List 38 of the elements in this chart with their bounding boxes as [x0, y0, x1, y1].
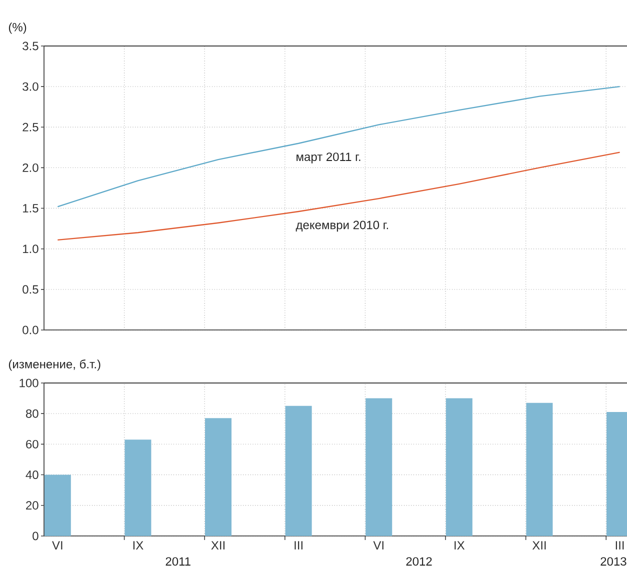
- text: 2011: [166, 557, 190, 566]
- series-label: декември 2010 г.: [296, 220, 388, 232]
- bar: [285, 406, 312, 536]
- line-series: [57, 86, 620, 208]
- y-tick-label: 1.5: [23, 204, 38, 212]
- x-tick-label: IX: [454, 541, 465, 550]
- x-tick-label: III: [294, 541, 302, 550]
- bar: [526, 402, 553, 536]
- y-tick-label: 60: [26, 440, 38, 448]
- text: 2013: [600, 557, 626, 566]
- y-tick-label: 0.5: [22, 285, 38, 294]
- y-tick-label: 100: [20, 378, 38, 388]
- y-tick-label: 2.0: [22, 163, 38, 172]
- y-tick-label: 40: [26, 470, 38, 480]
- bar: [124, 440, 152, 536]
- line-series: [57, 152, 620, 241]
- y-tick-label: 0.0: [22, 326, 38, 334]
- x-tick-label: IX: [133, 541, 144, 550]
- y-axis-title: (изменение, б.т.): [8, 360, 100, 371]
- y-tick-label: 0: [32, 532, 38, 540]
- bar: [446, 398, 472, 536]
- y-tick-label: 2.5: [22, 122, 38, 132]
- bar: [44, 474, 71, 536]
- y-tick-label: 3.0: [22, 82, 38, 91]
- x-tick-label: VI: [52, 541, 62, 550]
- y-tick-label: 80: [26, 409, 38, 418]
- text: 2012: [406, 557, 432, 566]
- x-tick-label: XII: [532, 541, 546, 550]
- bar: [205, 418, 232, 536]
- y-tick-label: 1.0: [23, 244, 38, 254]
- series-label: март 2011 г.: [296, 152, 360, 164]
- bar: [366, 398, 392, 536]
- x-tick-label: XII: [211, 541, 224, 550]
- y-tick-label: 3.5: [22, 42, 38, 50]
- x-tick-label: VI: [373, 541, 384, 550]
- y-axis-title: (%): [8, 22, 26, 34]
- x-tick-label: III: [616, 541, 624, 550]
- y-tick-label: 20: [26, 501, 38, 510]
